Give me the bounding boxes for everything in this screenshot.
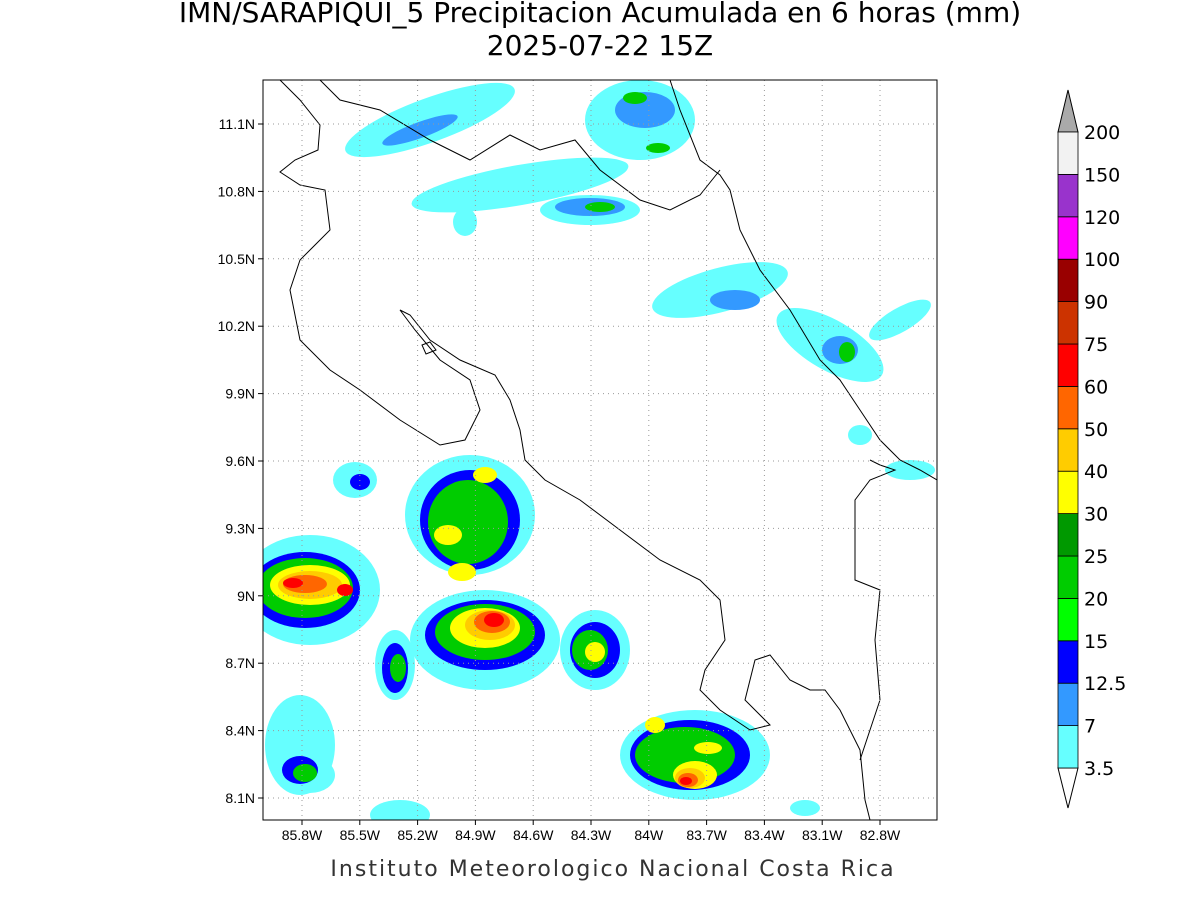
- colorbar-swatch: [1057, 343, 1079, 387]
- lon-tick-label: 84.3W: [571, 827, 612, 843]
- lat-tick-label: 10.5N: [218, 251, 255, 267]
- lat-tick-label: 11.1N: [219, 116, 255, 132]
- lat-tick-label: 10.2N: [218, 318, 255, 334]
- footer: Instituto Meteorologico Nacional Costa R…: [330, 857, 895, 882]
- grid: 85.8W 85.5W 85.2W 84.9W 84.6W 84.3W 84W 83.7W 83…: [218, 80, 937, 843]
- colorbar-label: 12.5: [1084, 673, 1126, 695]
- lon-tick-label: 85.2W: [397, 827, 438, 843]
- colorbar-label: 75: [1084, 334, 1108, 356]
- map-frame: [262, 79, 938, 821]
- colorbar-label: 20: [1084, 588, 1108, 610]
- colorbar-label: 150: [1084, 164, 1120, 186]
- colorbar-label: 120: [1084, 207, 1120, 229]
- colorbar-label: 200: [1084, 122, 1120, 144]
- colorbar-label: 25: [1084, 546, 1108, 568]
- colorbar-swatch: [1057, 598, 1079, 642]
- precipitation-field: [263, 80, 935, 820]
- colorbar-swatch: [1057, 258, 1079, 303]
- lon-tick-label: 85.5W: [340, 827, 381, 843]
- colorbar-swatch: [1057, 640, 1079, 684]
- lat-tick-label: 8.1N: [225, 790, 255, 806]
- colorbar-label: 50: [1084, 419, 1108, 441]
- lon-tick-label: 82.8W: [860, 827, 901, 843]
- colorbar-label: 15: [1084, 631, 1108, 653]
- lon-tick-label: 84.9W: [455, 827, 496, 843]
- colorbar-label: 100: [1084, 249, 1120, 271]
- colorbar-label: 60: [1084, 376, 1108, 398]
- colorbar-label: 7: [1084, 716, 1096, 738]
- colorbar-swatch: [1057, 725, 1079, 769]
- colorbar-swatch: [1057, 385, 1079, 430]
- colorbar-over: [1057, 89, 1079, 133]
- lon-tick-label: 84.6W: [513, 827, 554, 843]
- lon-tick-label: 83.1W: [802, 827, 843, 843]
- colorbar-swatch: [1057, 301, 1079, 345]
- colorbar-swatch: [1057, 131, 1079, 175]
- lat-tick-label: 8.4N: [225, 723, 255, 739]
- colorbar-label: 90: [1084, 292, 1108, 314]
- lat-tick-label: 9.6N: [225, 453, 255, 469]
- subtitle: 2025-07-22 15Z: [487, 29, 713, 62]
- colorbar-swatch: [1057, 682, 1079, 727]
- lon-tick-label: 85.8W: [282, 827, 323, 843]
- colorbar-swatch: [1057, 216, 1079, 260]
- lon-tick-label: 83.7W: [686, 827, 727, 843]
- title: IMN/SARAPIQUI_5 Precipitacion Acumulada …: [179, 0, 1021, 29]
- lat-tick-label: 9.3N: [225, 520, 255, 536]
- colorbar-under: [1057, 767, 1079, 809]
- colorbar-label: 30: [1084, 504, 1108, 526]
- lat-tick-label: 8.7N: [225, 655, 255, 671]
- lon-tick-label: 83.4W: [744, 827, 785, 843]
- lat-tick-label: 9N: [237, 588, 255, 604]
- colorbar-swatch: [1057, 173, 1079, 218]
- colorbar: 3.5 7 12.5 15 20 25 30 40 50 60 75 90 100 120 150 200: [1057, 89, 1126, 809]
- colorbar-swatch: [1057, 555, 1079, 599]
- colorbar-label: 40: [1084, 461, 1108, 483]
- colorbar-swatch: [1057, 428, 1079, 472]
- lat-tick-label: 10.8N: [218, 183, 255, 199]
- colorbar-swatch: [1057, 470, 1079, 515]
- colorbar-swatch: [1057, 513, 1079, 557]
- lat-tick-label: 9.9N: [225, 386, 255, 402]
- lon-tick-label: 84W: [634, 827, 664, 843]
- colorbar-label: 3.5: [1084, 758, 1114, 780]
